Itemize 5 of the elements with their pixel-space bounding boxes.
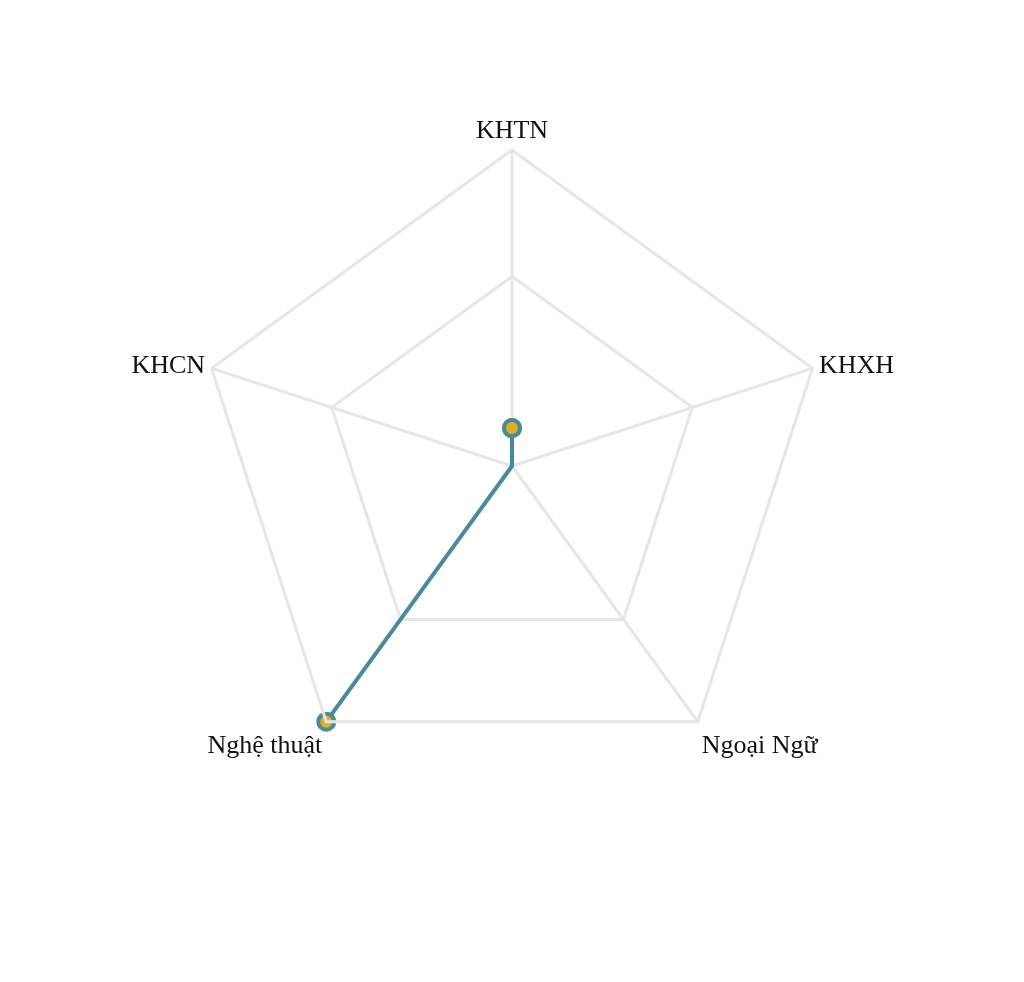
spoke-label: Nghệ thuật [207,730,324,760]
spoke-label: KHTN [475,115,549,145]
spoke-label: KHXH [818,350,895,380]
spoke-label: Ngoại Ngữ [701,730,819,760]
spoke-label: KHCN [131,350,206,380]
